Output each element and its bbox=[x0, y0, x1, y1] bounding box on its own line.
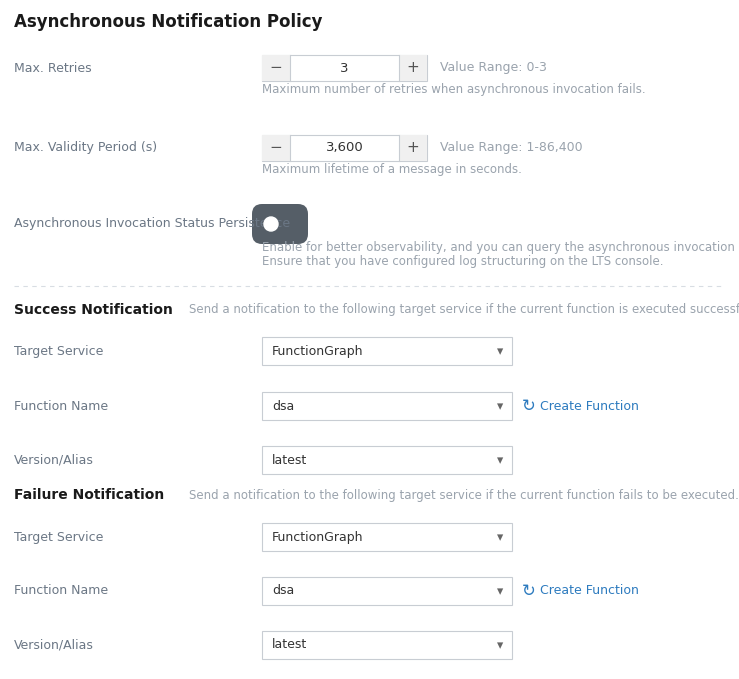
Text: latest: latest bbox=[272, 638, 307, 651]
Bar bbox=[262, 523, 512, 551]
Bar bbox=[262, 55, 427, 81]
Text: ▾: ▾ bbox=[497, 401, 503, 414]
Bar bbox=[262, 135, 427, 161]
Text: Failure Notification: Failure Notification bbox=[14, 488, 164, 502]
Bar bbox=[262, 337, 512, 365]
Text: Enable for better observability, and you can query the asynchronous invocation s: Enable for better observability, and you… bbox=[262, 242, 739, 255]
Circle shape bbox=[264, 217, 278, 231]
Text: dsa: dsa bbox=[272, 399, 294, 413]
Text: ▾: ▾ bbox=[497, 346, 503, 359]
Bar bbox=[262, 446, 512, 474]
Text: Max. Retries: Max. Retries bbox=[14, 62, 92, 75]
Text: Function Name: Function Name bbox=[14, 585, 108, 598]
Text: Create Function: Create Function bbox=[540, 399, 639, 413]
Bar bbox=[262, 577, 512, 605]
Text: Version/Alias: Version/Alias bbox=[14, 638, 94, 651]
Text: ▾: ▾ bbox=[497, 640, 503, 653]
Bar bbox=[262, 135, 290, 161]
Text: Create Function: Create Function bbox=[540, 585, 639, 598]
Text: Function Name: Function Name bbox=[14, 399, 108, 413]
Text: Asynchronous Invocation Status Persistence: Asynchronous Invocation Status Persisten… bbox=[14, 217, 290, 230]
FancyBboxPatch shape bbox=[252, 204, 308, 244]
Text: FunctionGraph: FunctionGraph bbox=[272, 344, 364, 358]
Text: ▾: ▾ bbox=[497, 454, 503, 468]
Bar bbox=[262, 631, 512, 659]
Text: Maximum number of retries when asynchronous invocation fails.: Maximum number of retries when asynchron… bbox=[262, 84, 646, 96]
Text: Target Service: Target Service bbox=[14, 530, 103, 543]
Text: Target Service: Target Service bbox=[14, 344, 103, 358]
Text: Max. Validity Period (s): Max. Validity Period (s) bbox=[14, 141, 157, 155]
Text: −: − bbox=[270, 141, 282, 155]
Text: +: + bbox=[406, 60, 419, 75]
Text: −: − bbox=[270, 60, 282, 75]
Text: Value Range: 1-86,400: Value Range: 1-86,400 bbox=[440, 141, 582, 155]
Bar bbox=[399, 55, 427, 81]
Text: Success Notification: Success Notification bbox=[14, 303, 173, 317]
Text: FunctionGraph: FunctionGraph bbox=[272, 530, 364, 543]
Text: 3: 3 bbox=[340, 62, 349, 75]
Text: ▾: ▾ bbox=[497, 532, 503, 545]
Text: +: + bbox=[406, 141, 419, 155]
Text: Asynchronous Notification Policy: Asynchronous Notification Policy bbox=[14, 13, 322, 31]
Text: ↻: ↻ bbox=[522, 397, 536, 415]
Bar bbox=[262, 55, 290, 81]
Bar bbox=[262, 392, 512, 420]
Bar bbox=[399, 135, 427, 161]
Text: Value Range: 0-3: Value Range: 0-3 bbox=[440, 62, 547, 75]
Text: latest: latest bbox=[272, 454, 307, 466]
Text: dsa: dsa bbox=[272, 585, 294, 598]
Text: Ensure that you have configured log structuring on the LTS console.: Ensure that you have configured log stru… bbox=[262, 255, 664, 268]
Text: Send a notification to the following target service if the current function is e: Send a notification to the following tar… bbox=[189, 304, 739, 316]
Text: Maximum lifetime of a message in seconds.: Maximum lifetime of a message in seconds… bbox=[262, 164, 522, 177]
Text: 3,600: 3,600 bbox=[326, 141, 364, 155]
Text: Send a notification to the following target service if the current function fail: Send a notification to the following tar… bbox=[189, 488, 739, 502]
Text: ↻: ↻ bbox=[522, 582, 536, 600]
Text: Version/Alias: Version/Alias bbox=[14, 454, 94, 466]
Text: ▾: ▾ bbox=[497, 585, 503, 598]
